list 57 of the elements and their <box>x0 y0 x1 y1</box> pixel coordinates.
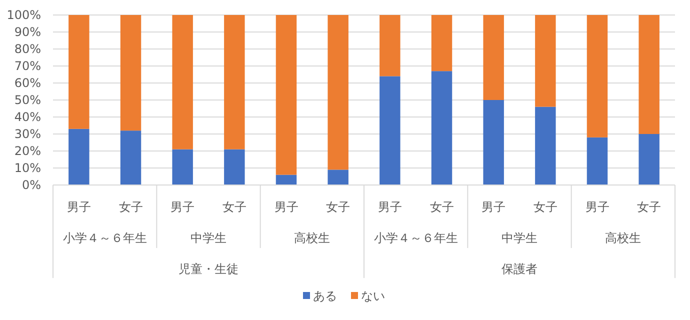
bar <box>380 15 400 76</box>
y-tick-label: 80% <box>14 42 41 56</box>
bar <box>431 71 452 185</box>
bar <box>535 15 556 107</box>
y-tick-label: 70% <box>14 59 41 73</box>
text: 児童・生徒 <box>178 262 238 276</box>
x-tick-label: 男子 <box>482 200 506 214</box>
bar <box>224 149 245 185</box>
text: 中学生 <box>190 231 226 245</box>
x-tick-label: 女子 <box>118 200 143 214</box>
bar <box>328 170 348 185</box>
y-tick-label: 100% <box>6 8 41 22</box>
bar <box>380 76 400 185</box>
bar <box>638 134 660 185</box>
x-tick-label: 男子 <box>585 200 610 214</box>
x-tick-label: 男子 <box>170 200 195 214</box>
y-tick-label: 50% <box>14 93 41 107</box>
text: 中学生 <box>502 231 538 245</box>
bar <box>172 15 193 150</box>
bar <box>120 130 142 185</box>
x-tick-label: 男子 <box>274 200 298 214</box>
bar <box>535 106 556 185</box>
bar <box>483 100 504 185</box>
bar <box>586 15 608 138</box>
y-tick-label: 30% <box>14 127 41 141</box>
bar <box>120 15 142 131</box>
legend-label: ある <box>313 289 337 303</box>
y-tick-label: 20% <box>14 144 41 158</box>
x-tick-label: 女子 <box>326 200 350 214</box>
y-tick-label: 40% <box>14 110 41 124</box>
x-tick-label: 男子 <box>378 200 402 214</box>
y-tick-label: 0% <box>22 178 41 192</box>
text: 小学４～６年生 <box>374 231 458 245</box>
bar <box>276 15 297 175</box>
text: 高校生 <box>605 231 642 245</box>
bar <box>483 15 504 100</box>
bar <box>276 174 297 185</box>
bar <box>68 15 90 129</box>
bar <box>224 15 245 150</box>
bar <box>586 137 608 185</box>
y-tick-label: 60% <box>14 76 41 90</box>
y-tick-label: 90% <box>14 25 41 39</box>
x-tick-label: 女子 <box>533 200 558 214</box>
bar <box>638 15 660 134</box>
x-tick-label: 女子 <box>637 200 662 214</box>
legend-label: ない <box>361 289 385 303</box>
bar <box>68 128 90 185</box>
bar <box>172 149 193 185</box>
bar <box>431 15 452 72</box>
x-tick-label: 女子 <box>430 200 454 214</box>
text: 小学４～６年生 <box>62 231 147 245</box>
y-tick-label: 10% <box>14 161 41 175</box>
x-tick-label: 男子 <box>66 200 91 214</box>
text: 保護者 <box>502 262 538 276</box>
x-tick-label: 女子 <box>222 200 246 214</box>
text: 高校生 <box>294 231 330 245</box>
bar <box>328 15 348 170</box>
